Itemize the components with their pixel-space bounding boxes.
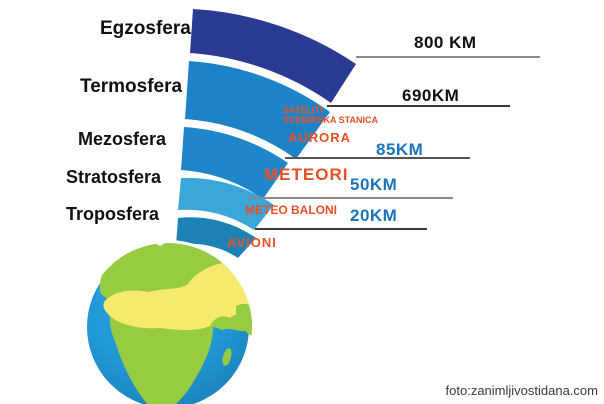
annotation-avioni: AVIONI xyxy=(227,235,277,250)
earth-globe xyxy=(81,240,255,404)
altitude-line-690km xyxy=(327,105,510,107)
altitude-line-50km xyxy=(247,197,453,199)
altitude-line-20km xyxy=(255,228,427,230)
altitude-label-85km: 85KM xyxy=(376,140,424,159)
altitude-line-85km xyxy=(285,157,470,159)
band-troposfera xyxy=(176,217,256,258)
layer-label-mezosfera: Mezosfera xyxy=(78,129,167,149)
layer-label-egzosfera: Egzosfera xyxy=(100,18,191,39)
island-madagascar xyxy=(222,348,232,366)
annotation-sateliti: SATELITI xyxy=(283,105,323,115)
layer-label-troposfera: Troposfera xyxy=(66,204,160,224)
annotation-meteo-baloni: METEO BALONI xyxy=(245,203,337,217)
altitude-label-20km: 20KM xyxy=(350,206,398,225)
layer-label-stratosfera: Stratosfera xyxy=(66,167,162,187)
band-stratosfera xyxy=(178,177,274,230)
band-egzosfera xyxy=(190,9,356,103)
altitude-line-800km xyxy=(356,56,540,58)
continent-india xyxy=(236,303,252,336)
altitude-label-800km: 800 KM xyxy=(414,33,477,52)
altitude-label-50km: 50KM xyxy=(350,175,398,194)
annotation-meteori: METEORI xyxy=(264,165,349,184)
band-mezosfera xyxy=(181,127,288,199)
altitude-label-690km: 690KM xyxy=(402,86,460,105)
desert-sahara-arabia xyxy=(103,261,252,330)
band-termosfera xyxy=(185,61,330,159)
annotation-svemirska-stanica: SVEMIRSKA STANICA xyxy=(283,115,379,125)
layer-label-termosfera: Termosfera xyxy=(80,76,183,97)
annotation-aurora: AURORA xyxy=(288,130,352,145)
photo-credit: foto:zanimljivostidana.com xyxy=(445,383,598,398)
